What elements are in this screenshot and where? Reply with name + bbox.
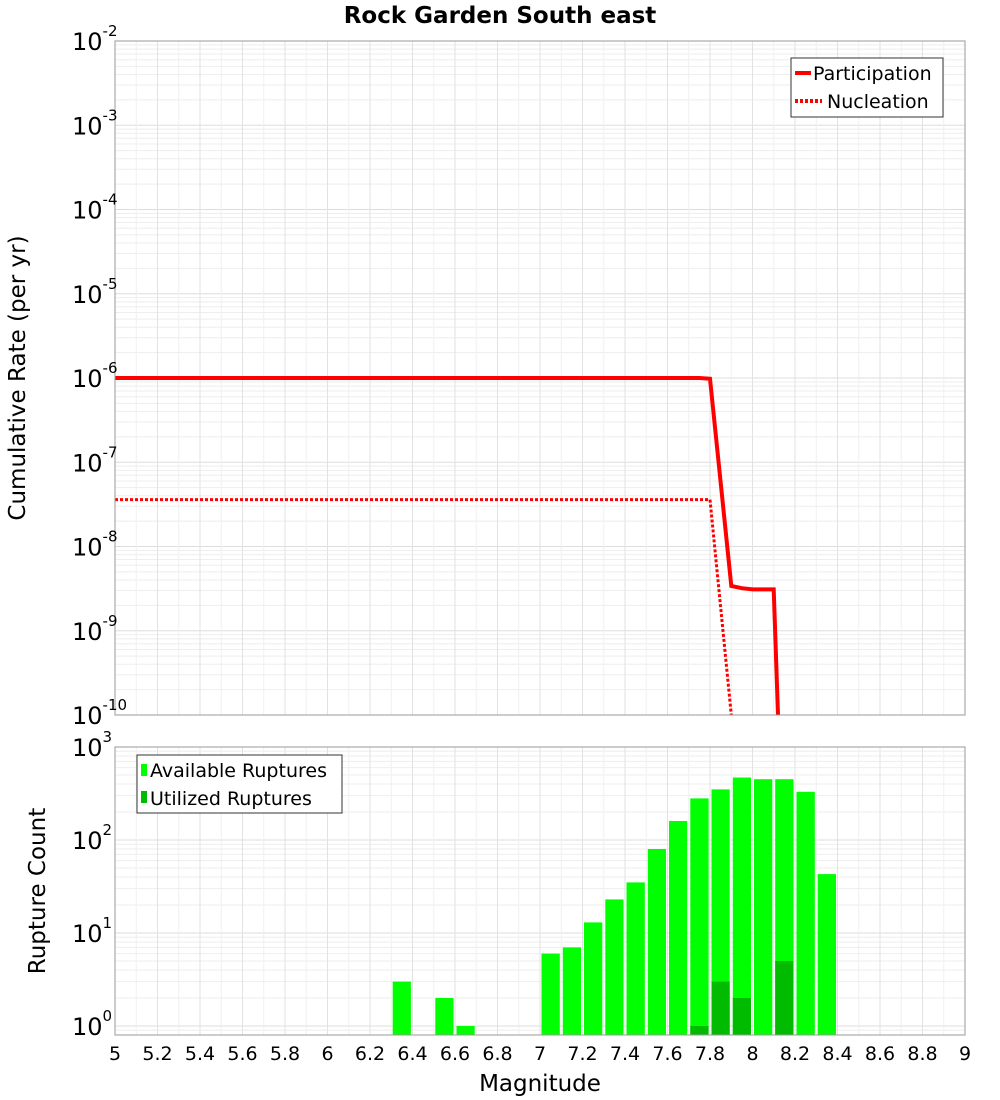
x-tick-label: 8: [746, 1043, 758, 1065]
available-rupture-bar: [711, 789, 730, 1035]
x-tick-label: 7.8: [695, 1043, 725, 1065]
top-y-tick-label: 10-2: [72, 22, 118, 56]
legend-swatch-utilized: [141, 791, 147, 803]
x-tick-label: 5.8: [270, 1043, 300, 1065]
x-tick-label: 6.6: [440, 1043, 470, 1065]
top-y-tick-label: 10-8: [72, 528, 118, 562]
utilized-rupture-bar: [732, 998, 751, 1035]
chart-title: Rock Garden South east: [344, 3, 657, 29]
bottom-y-tick-label: 101: [72, 914, 112, 948]
bottom-bars-layer: [392, 777, 836, 1035]
bottom-x-tick-labels: 5 5.2 5.4 5.6 5.8 6 6.2 6.4 6.6 6.8 7 7.2 7.4 7.6 7.8 8…: [109, 1043, 971, 1065]
x-tick-label: 6.2: [355, 1043, 385, 1065]
utilized-rupture-bar: [711, 981, 730, 1035]
x-tick-label: 8.2: [780, 1043, 810, 1065]
available-rupture-bar: [647, 849, 666, 1035]
x-tick-label: 5: [109, 1043, 121, 1065]
available-rupture-bar: [796, 791, 815, 1035]
available-rupture-bar: [392, 981, 411, 1035]
x-tick-label: 6.8: [482, 1043, 512, 1065]
x-axis-label: Magnitude: [479, 1071, 601, 1097]
top-y-tick-label: 10-6: [72, 359, 118, 393]
x-tick-label: 7.2: [567, 1043, 597, 1065]
available-rupture-bar: [435, 998, 454, 1035]
x-tick-label: 7.6: [652, 1043, 682, 1065]
bottom-y-tick-label: 103: [72, 728, 112, 762]
top-y-tick-label: 10-10: [72, 696, 127, 730]
x-tick-label: 6: [321, 1043, 333, 1065]
bottom-legend: Available Ruptures Utilized Ruptures: [136, 754, 343, 814]
x-tick-label: 8.6: [865, 1043, 895, 1065]
available-rupture-bar: [669, 821, 688, 1035]
available-rupture-bar: [541, 953, 560, 1035]
top-legend-box: [790, 57, 944, 118]
top-y-tick-labels: 10-2 10-3 10-4 10-5 10-6 10-7 10-8 10-9 10-10: [72, 22, 127, 730]
x-tick-label: 9: [959, 1043, 971, 1065]
bottom-gridlines: [114, 747, 966, 1036]
available-rupture-bar: [626, 882, 645, 1035]
available-rupture-bar: [584, 922, 603, 1035]
utilized-rupture-bar: [775, 961, 794, 1035]
top-series-layer: [115, 376, 780, 715]
bottom-y-axis-label: Rupture Count: [25, 808, 51, 974]
legend-label-participation: Participation: [813, 63, 932, 85]
x-tick-label: 5.4: [185, 1043, 215, 1065]
series-line-participation: [115, 376, 780, 715]
legend-label-utilized: Utilized Ruptures: [150, 788, 312, 810]
top-y-axis-label: Cumulative Rate (per yr): [5, 235, 31, 520]
available-rupture-bar: [456, 1026, 475, 1035]
utilized-rupture-bar: [690, 1026, 709, 1035]
x-tick-label: 7.4: [610, 1043, 640, 1065]
x-tick-label: 5.6: [227, 1043, 257, 1065]
x-tick-label: 8.8: [907, 1043, 937, 1065]
series-line-nucleation: [115, 498, 733, 715]
available-rupture-bar: [605, 899, 624, 1035]
top-legend: Participation Nucleation: [790, 57, 944, 118]
bottom-y-tick-labels: 103 102 101 100: [72, 728, 112, 1041]
top-y-tick-label: 10-4: [72, 191, 118, 225]
bottom-legend-box: [136, 754, 343, 814]
top-y-tick-label: 10-7: [72, 443, 118, 477]
x-tick-label: 8.4: [822, 1043, 852, 1065]
top-gridlines: [114, 41, 966, 716]
bottom-y-tick-label: 100: [72, 1007, 112, 1041]
x-tick-label: 7: [534, 1043, 546, 1065]
legend-label-nucleation: Nucleation: [827, 91, 929, 113]
top-y-tick-label: 10-5: [72, 275, 118, 309]
top-y-tick-label: 10-3: [72, 106, 118, 140]
legend-swatch-available: [141, 764, 147, 776]
top-y-tick-label: 10-9: [72, 612, 118, 646]
available-rupture-bar: [732, 777, 751, 1035]
x-tick-label: 5.2: [142, 1043, 172, 1065]
bottom-plot-frame: [114, 746, 966, 1036]
top-plot-frame: [114, 40, 966, 716]
legend-label-available: Available Ruptures: [150, 760, 327, 782]
available-rupture-bar: [754, 779, 773, 1035]
available-rupture-bar: [690, 798, 709, 1035]
x-tick-label: 6.4: [397, 1043, 427, 1065]
available-rupture-bar: [817, 874, 836, 1035]
available-rupture-bar: [562, 947, 581, 1035]
bottom-y-tick-label: 102: [72, 821, 112, 855]
